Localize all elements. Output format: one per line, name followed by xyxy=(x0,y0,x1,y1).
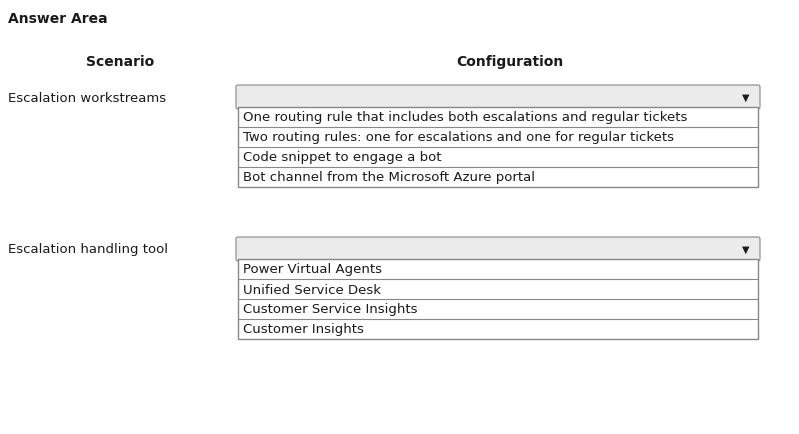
Text: Power Virtual Agents: Power Virtual Agents xyxy=(243,263,382,276)
FancyBboxPatch shape xyxy=(236,86,760,110)
Text: Bot channel from the Microsoft Azure portal: Bot channel from the Microsoft Azure por… xyxy=(243,171,535,184)
Text: One routing rule that includes both escalations and regular tickets: One routing rule that includes both esca… xyxy=(243,111,687,124)
FancyBboxPatch shape xyxy=(236,237,760,261)
Text: Two routing rules: one for escalations and one for regular tickets: Two routing rules: one for escalations a… xyxy=(243,131,674,144)
FancyBboxPatch shape xyxy=(238,108,758,187)
Text: ▼: ▼ xyxy=(742,93,749,103)
Text: ▼: ▼ xyxy=(742,244,749,254)
Text: Escalation workstreams: Escalation workstreams xyxy=(8,91,166,104)
Text: Customer Insights: Customer Insights xyxy=(243,323,364,336)
Text: Code snippet to engage a bot: Code snippet to engage a bot xyxy=(243,151,442,164)
Text: Customer Service Insights: Customer Service Insights xyxy=(243,303,418,316)
Text: Escalation handling tool: Escalation handling tool xyxy=(8,243,168,256)
Text: Configuration: Configuration xyxy=(456,55,563,69)
FancyBboxPatch shape xyxy=(238,260,758,339)
Text: Scenario: Scenario xyxy=(85,55,154,69)
Text: Answer Area: Answer Area xyxy=(8,12,108,26)
Text: Unified Service Desk: Unified Service Desk xyxy=(243,283,381,296)
